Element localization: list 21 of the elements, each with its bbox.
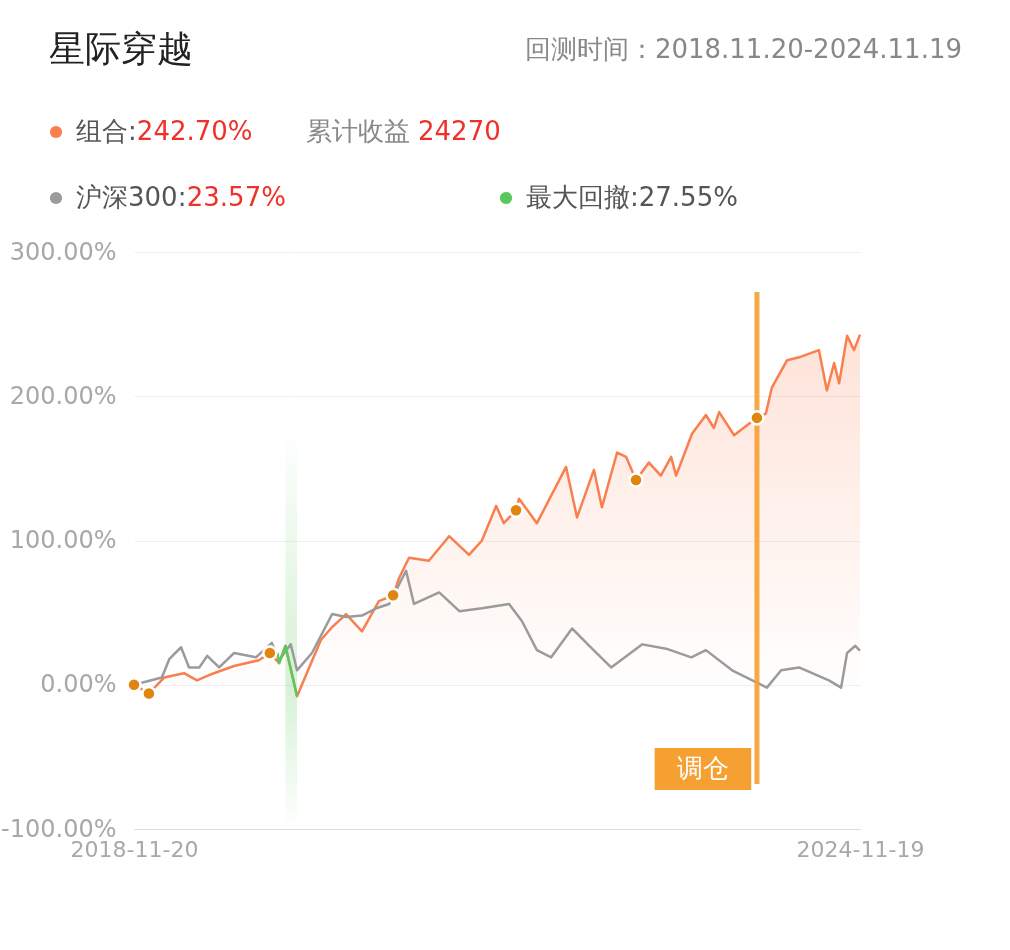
- legend-label: 最大回撤:27.55%: [526, 182, 738, 212]
- text: 242.70%: [136, 116, 253, 146]
- y-tick-label: 100.00%: [9, 526, 117, 554]
- chart-subtitle: 回测时间：2018.11.20-2024.11.19: [524, 34, 962, 64]
- x-tick-label: 2018-11-20: [70, 836, 199, 862]
- point: [262, 645, 278, 661]
- y-tick-label: 0.00%: [40, 670, 117, 699]
- point: [749, 410, 765, 426]
- text: 24270: [418, 116, 501, 146]
- y-tick-label: 200.00%: [9, 381, 117, 410]
- point: [508, 502, 524, 518]
- legend-label: 组合:: [76, 116, 137, 146]
- point: [385, 587, 401, 604]
- y-tick-label: 300.00%: [9, 237, 117, 266]
- ref-line-label: 调仓: [676, 753, 729, 783]
- text: 23.57%: [186, 182, 286, 212]
- legend-label: 沪深300:: [76, 182, 187, 212]
- point: [628, 472, 644, 488]
- chart-title: 星际穿越: [49, 28, 193, 69]
- x-tick-label: 2024-11-19: [796, 836, 925, 862]
- text: 累计收益: [306, 116, 410, 146]
